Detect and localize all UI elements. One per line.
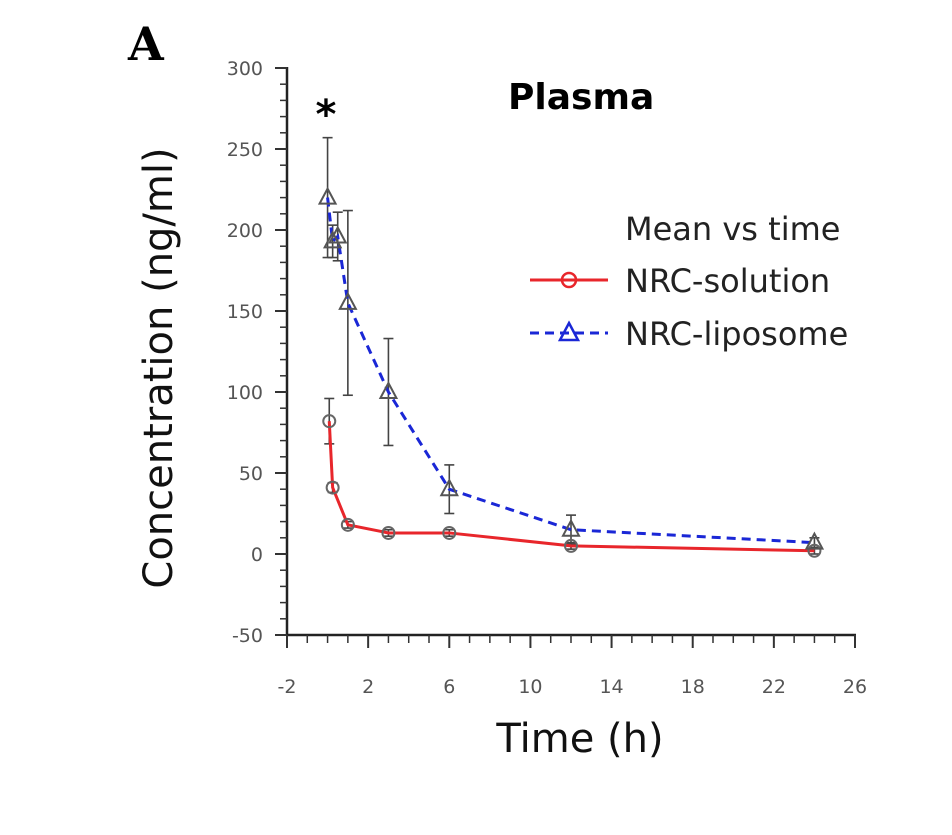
marker-nrc-liposome bbox=[322, 230, 343, 249]
x-tick-label: 6 bbox=[443, 676, 455, 698]
y-tick-label: -50 bbox=[232, 625, 263, 647]
marker-nrc-solution bbox=[322, 414, 337, 429]
marker-nrc-liposome bbox=[561, 518, 581, 537]
legend-marker-solution bbox=[560, 271, 578, 289]
series-line-nrc-liposome bbox=[326, 197, 815, 545]
x-tick-label: 14 bbox=[599, 676, 623, 698]
x-tick-label: 2 bbox=[362, 676, 374, 698]
y-tick-label: 200 bbox=[227, 220, 263, 242]
y-tick-label: 50 bbox=[239, 463, 263, 485]
panel-label: A bbox=[127, 17, 165, 71]
x-tick-label: 26 bbox=[843, 676, 867, 698]
y-tick-label: 300 bbox=[227, 58, 263, 80]
legend-marker-liposome bbox=[557, 320, 581, 342]
marker-nrc-solution bbox=[442, 525, 457, 540]
marker-nrc-solution bbox=[381, 525, 396, 540]
y-axis-title: Concentration (ng/ml) bbox=[136, 147, 182, 588]
marker-nrc-solution bbox=[325, 480, 340, 495]
y-tick-label: 250 bbox=[227, 139, 263, 161]
legend: Mean vs time NRC-solution NRC-liposome bbox=[530, 210, 848, 353]
y-tick-label: 150 bbox=[227, 301, 263, 323]
series-lines bbox=[326, 197, 815, 553]
marker-nrc-liposome bbox=[338, 291, 358, 310]
x-tick-label: 22 bbox=[762, 676, 786, 698]
y-axis-ticks: -50 0 50 100 150 200 250 300 bbox=[227, 58, 287, 647]
x-tick-label: 10 bbox=[518, 676, 542, 698]
legend-label-solution: NRC-solution bbox=[625, 262, 830, 300]
marker-nrc-liposome bbox=[317, 186, 338, 205]
marker-nrc-solution bbox=[340, 517, 355, 532]
marker-nrc-solution bbox=[564, 538, 578, 553]
legend-label-liposome: NRC-liposome bbox=[625, 315, 848, 353]
marker-nrc-liposome bbox=[328, 225, 348, 244]
series-line-nrc-solution bbox=[327, 421, 815, 553]
marker-nrc-liposome bbox=[378, 380, 399, 399]
chart-title: Plasma bbox=[508, 77, 654, 118]
marker-nrc-liposome bbox=[804, 531, 825, 550]
marker-nrc-solution bbox=[807, 543, 822, 558]
x-axis-title: Time (h) bbox=[495, 716, 663, 762]
y-tick-label: 0 bbox=[251, 544, 263, 566]
x-tick-label: 18 bbox=[681, 676, 705, 698]
x-axis-ticks: -2 2 6 10 14 18 22 26 bbox=[278, 635, 867, 698]
legend-title: Mean vs time bbox=[625, 210, 840, 248]
marker-nrc-liposome bbox=[439, 478, 459, 497]
y-tick-label: 100 bbox=[227, 382, 263, 404]
x-tick-label: -2 bbox=[278, 676, 297, 698]
data-markers bbox=[317, 186, 825, 558]
significance-asterisk: * bbox=[316, 92, 337, 138]
